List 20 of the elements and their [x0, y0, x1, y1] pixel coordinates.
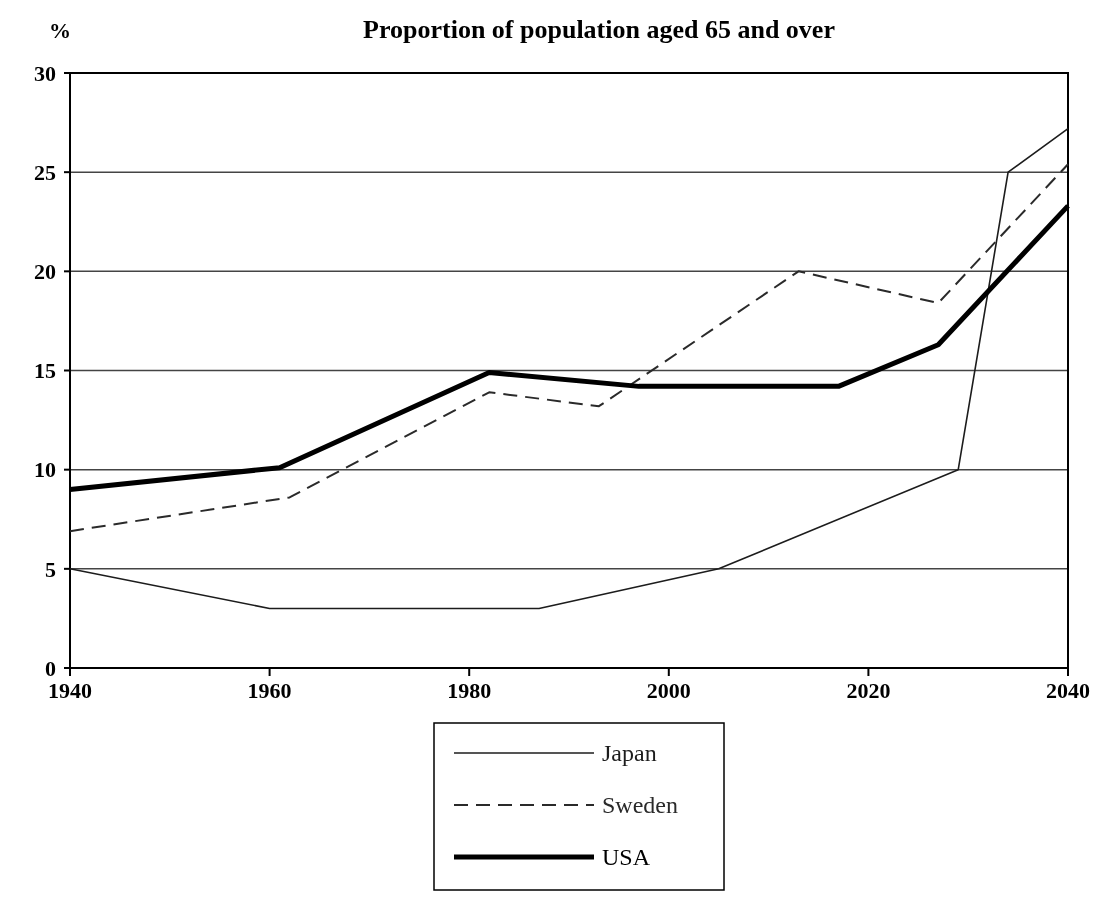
x-tick-label: 2040 — [1046, 678, 1090, 703]
y-tick-label: 30 — [34, 60, 56, 86]
x-tick-label: 2020 — [846, 678, 891, 703]
y-tick-label: 15 — [34, 358, 56, 384]
x-tick-label: 1960 — [247, 678, 292, 703]
text: Japan — [602, 740, 657, 767]
x-tick-label: 1940 — [48, 678, 92, 703]
y-tick-label: 10 — [34, 457, 56, 483]
y-axis-title: % — [49, 18, 71, 43]
text: USA — [602, 844, 651, 871]
line-series — [69, 163, 1069, 533]
y-tick-label: 25 — [34, 159, 56, 185]
y-tick-label: 0 — [45, 655, 56, 681]
line-series — [69, 127, 1069, 610]
y-tick-label: 5 — [45, 556, 56, 582]
text: Sweden — [602, 792, 678, 819]
chart-title: Proportion of population aged 65 and over — [363, 15, 835, 44]
x-tick-label: 1980 — [447, 678, 492, 703]
y-tick-label: 20 — [34, 259, 56, 285]
x-tick-label: 2000 — [646, 678, 691, 703]
